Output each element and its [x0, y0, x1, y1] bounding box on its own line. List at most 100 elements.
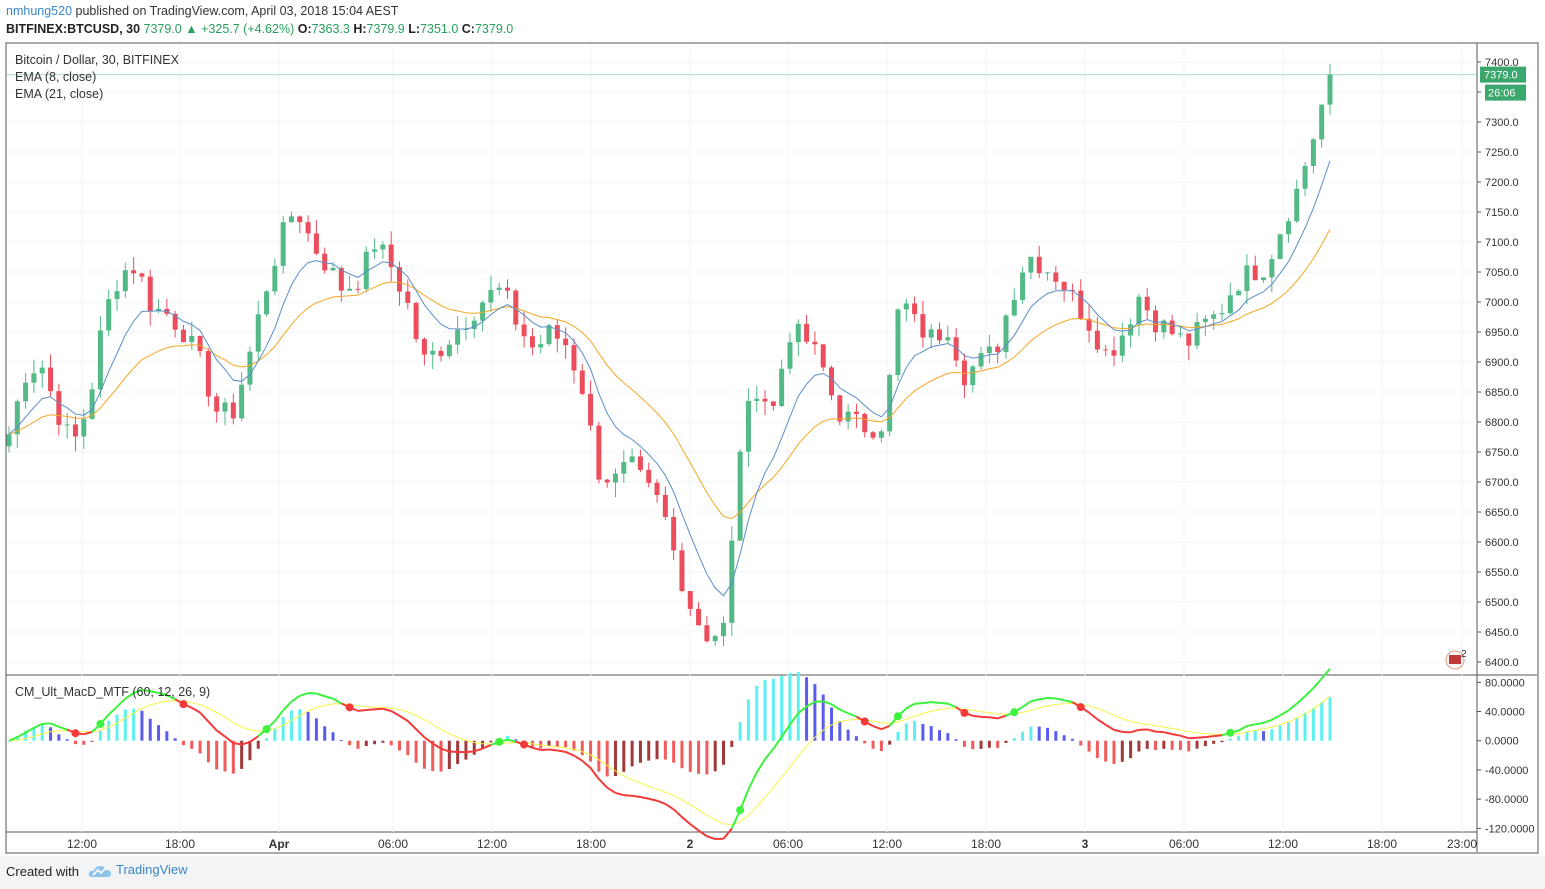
- candle-body: [804, 323, 810, 342]
- price-tick-label: 7100.0: [1485, 237, 1519, 249]
- macd-histogram-bar: [439, 740, 443, 772]
- osc-tick-label: -40.0000: [1485, 765, 1528, 777]
- macd-line-segment: [914, 702, 923, 705]
- macd-histogram-bar: [447, 740, 451, 770]
- macd-histogram-bar: [381, 740, 385, 743]
- macd-histogram-bar: [1320, 702, 1324, 741]
- macd-histogram-bar: [1220, 740, 1224, 743]
- macd-histogram-bar: [190, 740, 194, 749]
- time-tick-label: 18:00: [971, 837, 1001, 851]
- macd-histogram-bar: [173, 738, 177, 741]
- candle-body: [372, 249, 378, 252]
- candle-body: [745, 401, 751, 452]
- macd-line-segment: [706, 835, 716, 841]
- tradingview-link[interactable]: TradingView: [88, 862, 188, 878]
- high-value: 7379.9: [366, 22, 405, 36]
- candle-body: [837, 395, 843, 422]
- open-value: 7363.3: [311, 22, 350, 36]
- candle-body: [64, 424, 70, 426]
- macd-histogram-bar: [1112, 740, 1116, 764]
- macd-cross-dot: [262, 725, 271, 734]
- macd-line-segment: [722, 827, 733, 840]
- macd-cross-dot: [960, 708, 969, 717]
- macd-line-segment: [274, 709, 284, 722]
- price-tick-label: 6550.0: [1485, 567, 1519, 579]
- macd-line-segment: [1155, 730, 1164, 734]
- macd-histogram-bar: [572, 740, 576, 751]
- macd-line-segment: [689, 823, 700, 832]
- candle-body: [878, 431, 884, 438]
- macd-histogram-bar: [1021, 731, 1025, 741]
- price-tick-label: 7250.0: [1485, 147, 1519, 159]
- macd-line-segment: [565, 750, 575, 757]
- macd-line-segment: [872, 725, 882, 731]
- candle-body: [895, 309, 901, 376]
- macd-line-segment: [1213, 734, 1223, 738]
- macd-histogram-bar: [929, 726, 933, 741]
- macd-legend[interactable]: CM_Ult_MacD_MTF (60, 12, 26, 9): [15, 685, 211, 699]
- macd-histogram-bar: [140, 710, 144, 741]
- macd-histogram-bar: [904, 723, 908, 741]
- macd-line-segment: [1146, 728, 1156, 733]
- macd-line-segment: [1279, 709, 1289, 717]
- osc-tick-label: -120.0000: [1485, 823, 1535, 835]
- macd-line-segment: [606, 786, 617, 794]
- macd-histogram-bar: [505, 735, 509, 741]
- macd-histogram-bar: [780, 675, 784, 741]
- macd-histogram-bar: [1154, 740, 1158, 750]
- macd-histogram-bar: [223, 740, 227, 772]
- macd-line-segment: [905, 702, 916, 710]
- macd-histogram-bar: [1137, 740, 1141, 752]
- candle-body: [471, 320, 477, 330]
- macd-histogram-bar: [1311, 707, 1315, 741]
- candle-body: [6, 434, 12, 447]
- macd-cross-dot: [893, 712, 902, 721]
- candle-body: [197, 335, 203, 352]
- price-tick-label: 7050.0: [1485, 267, 1519, 279]
- alert-flag-shape: [1449, 655, 1461, 664]
- macd-histogram-bar: [730, 740, 734, 747]
- ema21-legend[interactable]: EMA (21, close): [15, 87, 104, 101]
- publish-text: published on TradingView.com, April 03, …: [75, 4, 399, 18]
- macd-histogram-bar: [1120, 740, 1124, 762]
- candle-body: [114, 291, 120, 300]
- macd-histogram-bar: [514, 739, 518, 741]
- ema8-legend[interactable]: EMA (8, close): [15, 70, 97, 84]
- macd-histogram-bar: [796, 672, 800, 741]
- candle-body: [172, 313, 178, 330]
- candle-body: [679, 550, 685, 592]
- time-tick-label: 12:00: [872, 837, 902, 851]
- macd-line-segment: [814, 700, 824, 703]
- candle-body: [521, 324, 527, 337]
- time-tick-label: 06:00: [773, 837, 803, 851]
- macd-histogram-bar: [90, 740, 94, 742]
- macd-line-segment: [58, 725, 68, 731]
- price-tick-label: 7000.0: [1485, 297, 1519, 309]
- macd-histogram-bar: [281, 717, 285, 741]
- macd-line-segment: [548, 748, 558, 752]
- candle-body: [903, 303, 909, 310]
- candle-body: [23, 382, 29, 402]
- macd-line-segment: [150, 690, 159, 694]
- macd-histogram-bar: [1037, 726, 1041, 741]
- macd-line-segment: [324, 695, 334, 700]
- candle-body: [1053, 272, 1059, 282]
- macd-histogram-bar: [746, 699, 750, 741]
- macd-line-group: [8, 668, 1331, 841]
- macd-histogram-bar: [655, 740, 659, 760]
- candle-body: [347, 288, 353, 291]
- macd-line-segment: [922, 701, 932, 705]
- candle-body: [189, 335, 195, 343]
- macd-line-segment: [1246, 723, 1256, 728]
- macd-histogram-bar: [231, 740, 235, 774]
- macd-histogram-bar: [1303, 712, 1307, 741]
- macd-line-segment: [931, 701, 940, 704]
- macd-line-segment: [308, 692, 317, 695]
- candle-body: [106, 299, 112, 331]
- candle-body: [1319, 104, 1325, 140]
- author-link[interactable]: nmhung520: [6, 4, 73, 18]
- macd-histogram-bar: [123, 709, 127, 741]
- macd-line-segment: [1130, 728, 1140, 734]
- candle-body: [563, 338, 569, 346]
